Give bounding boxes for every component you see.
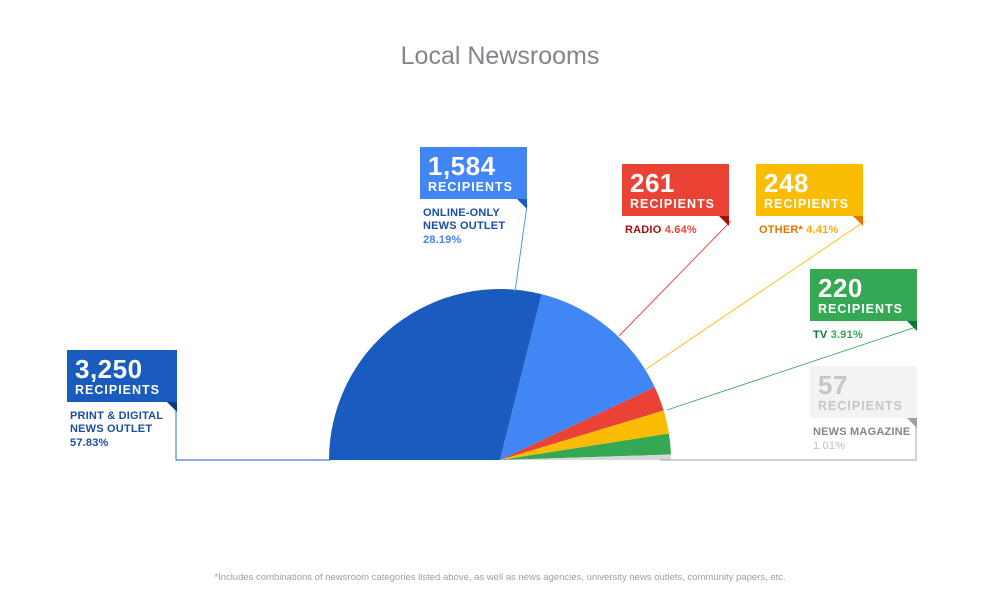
online-only-unit: RECIPIENTS	[428, 180, 514, 194]
tv-percent: 3.91%	[830, 329, 863, 341]
radio-desc: RADIO 4.64%	[625, 224, 729, 237]
print-digital-desc: PRINT & DIGITAL NEWS OUTLET 57.83%	[70, 410, 177, 450]
print-digital-label-line2: NEWS OUTLET	[70, 423, 153, 435]
slice-other	[500, 410, 669, 460]
online-only-label-line2: NEWS OUTLET	[423, 220, 506, 232]
leader-line-magazine	[660, 412, 917, 461]
other-desc: OTHER* 4.41%	[759, 224, 863, 237]
tv-desc: TV 3.91%	[813, 329, 917, 342]
leader-line-tv	[666, 326, 917, 411]
callout-print-digital: 3,250 RECIPIENTS PRINT & DIGITAL NEWS OU…	[67, 350, 177, 450]
slice-tv	[500, 433, 671, 460]
callout-online-only: 1,584 RECIPIENTS ONLINE-ONLY NEWS OUTLET…	[420, 147, 527, 247]
tv-unit: RECIPIENTS	[818, 302, 904, 316]
callout-other-box: 248 RECIPIENTS	[756, 164, 863, 226]
slice-online	[500, 294, 655, 460]
news-magazine-percent: 1.01%	[813, 440, 846, 452]
callout-tv: 220 RECIPIENTS TV 3.91%	[810, 269, 917, 342]
tv-label: TV	[813, 329, 828, 341]
leader-line-print	[175, 408, 330, 461]
tv-count: 220	[818, 273, 863, 303]
print-digital-count: 3,250	[75, 354, 143, 384]
other-fold	[853, 216, 863, 226]
callout-radio-box: 261 RECIPIENTS	[622, 164, 729, 226]
footnote: *Includes combinations of newsroom categ…	[214, 572, 786, 583]
slices-layer	[329, 289, 671, 460]
callout-tv-box: 220 RECIPIENTS	[810, 269, 917, 331]
other-label: OTHER*	[759, 224, 803, 236]
other-unit: RECIPIENTS	[764, 197, 850, 211]
leader-line-other	[644, 220, 866, 371]
news-magazine-unit: RECIPIENTS	[818, 399, 904, 413]
print-digital-percent: 57.83%	[70, 437, 109, 449]
callout-radio: 261 RECIPIENTS RADIO 4.64%	[622, 164, 729, 237]
radio-percent: 4.64%	[664, 224, 697, 236]
online-only-count: 1,584	[428, 151, 496, 181]
print-digital-fold	[167, 402, 177, 412]
other-count: 248	[764, 168, 809, 198]
print-digital-label-line1: PRINT & DIGITAL	[70, 410, 164, 422]
online-only-fold	[517, 199, 527, 209]
news-magazine-count: 57	[818, 370, 848, 400]
slice-print	[329, 289, 542, 460]
leader-lines-layer	[175, 204, 917, 461]
slice-radio	[500, 387, 664, 460]
news-magazine-desc: NEWS MAGAZINE 1.01%	[813, 426, 917, 453]
radio-unit: RECIPIENTS	[630, 197, 716, 211]
callout-print-digital-box: 3,250 RECIPIENTS	[67, 350, 177, 412]
other-percent: 4.41%	[806, 224, 839, 236]
news-magazine-fold	[907, 418, 917, 428]
print-digital-unit: RECIPIENTS	[75, 383, 161, 397]
callout-online-only-box: 1,584 RECIPIENTS	[420, 147, 527, 209]
chart-title: Local Newsrooms	[400, 42, 600, 70]
online-only-desc: ONLINE-ONLY NEWS OUTLET 28.19%	[423, 207, 527, 247]
slice-magazine	[500, 454, 671, 460]
online-only-label-line1: ONLINE-ONLY	[423, 207, 500, 219]
news-magazine-label: NEWS MAGAZINE	[813, 426, 911, 438]
callout-news-magazine: 57 RECIPIENTS NEWS MAGAZINE 1.01%	[810, 366, 917, 453]
callout-other: 248 RECIPIENTS OTHER* 4.41%	[756, 164, 863, 237]
radio-label: RADIO	[625, 224, 662, 236]
radio-count: 261	[630, 168, 675, 198]
leader-line-online	[514, 204, 528, 293]
callout-news-magazine-box: 57 RECIPIENTS	[810, 366, 917, 428]
online-only-percent: 28.19%	[423, 234, 462, 246]
radio-fold	[719, 216, 729, 226]
tv-fold	[907, 321, 917, 331]
leader-line-radio	[618, 220, 732, 337]
